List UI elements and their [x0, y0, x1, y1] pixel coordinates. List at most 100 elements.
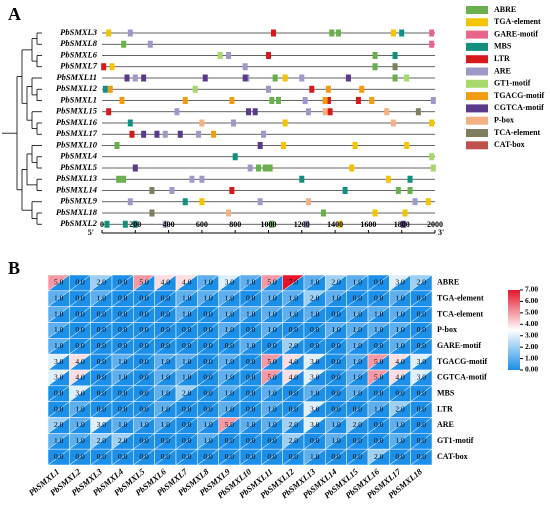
- cell: [133, 338, 156, 355]
- legend-swatch: [466, 55, 488, 64]
- motif-box: [257, 198, 263, 206]
- cell-label: 0.0: [203, 373, 213, 382]
- cell-label: 1.0: [75, 436, 85, 445]
- cell: [133, 274, 156, 292]
- cell-label: 0.0: [417, 293, 427, 302]
- cell: [346, 338, 369, 355]
- cell-label: 0.0: [331, 388, 341, 397]
- cell: [197, 353, 220, 371]
- motif-box: [327, 108, 333, 116]
- cell: [239, 433, 263, 450]
- cell: [303, 274, 327, 292]
- cell: [282, 433, 305, 450]
- cell-label: 0.0: [267, 341, 277, 350]
- motif-box: [162, 220, 168, 228]
- cell: [367, 322, 391, 339]
- cell-label: 0.0: [395, 452, 405, 461]
- cell: [239, 353, 263, 371]
- cell: [111, 274, 135, 292]
- cell-label: 4.0: [289, 373, 299, 382]
- cell-label: 1.0: [395, 341, 405, 350]
- motif-box: [247, 164, 253, 172]
- cell-label: 5.0: [54, 278, 64, 287]
- motif-box: [104, 220, 110, 228]
- cell: [69, 417, 92, 434]
- legend-swatch: [466, 67, 488, 76]
- motif-box: [226, 52, 232, 59]
- cell: [197, 448, 220, 466]
- cell-label: 0.0: [246, 357, 256, 366]
- cell: [367, 290, 391, 308]
- motif-box: [272, 74, 278, 82]
- motif-box: [196, 130, 202, 138]
- motif-box: [211, 130, 217, 138]
- cell: [367, 401, 391, 418]
- cell-label: 2.0: [331, 278, 341, 287]
- cell: [69, 338, 92, 355]
- cell-label: 1.0: [267, 404, 277, 413]
- x-tick-label: 1800: [394, 220, 410, 229]
- cell: [410, 338, 433, 355]
- cell-label: 1.0: [161, 404, 171, 413]
- cell: [282, 417, 305, 434]
- cell-label: 0.0: [289, 404, 299, 413]
- cell-label: 0.0: [139, 388, 149, 397]
- cell: [133, 353, 156, 371]
- cell: [303, 338, 327, 355]
- cell: [175, 306, 199, 323]
- motif-box: [252, 108, 258, 116]
- cell-label: 1.0: [225, 373, 235, 382]
- motif-box: [149, 209, 155, 217]
- cell: [175, 385, 199, 403]
- panel-letter: A: [8, 4, 21, 24]
- gene-label: PbSMXL15: [56, 106, 98, 116]
- cell: [90, 448, 113, 466]
- gene-label: PbSMXL17: [56, 128, 98, 138]
- cell-label: 5.0: [267, 278, 277, 287]
- cell: [303, 385, 327, 403]
- cell: [154, 338, 177, 355]
- legend-label: MBS: [494, 42, 512, 51]
- cell-label: 1.0: [395, 309, 405, 318]
- cell: [261, 274, 284, 292]
- cell-label: 1.0: [395, 420, 405, 429]
- motif-box: [392, 74, 398, 82]
- cell: [175, 290, 199, 308]
- cell-label: 0.0: [331, 357, 341, 366]
- legend-swatch: [466, 92, 488, 101]
- colorbar-label: 4.00: [525, 319, 538, 328]
- cell-label: 0.0: [417, 404, 427, 413]
- cell-label: 2.0: [289, 420, 299, 429]
- cell: [367, 274, 391, 292]
- cell: [133, 417, 156, 434]
- cell: [175, 369, 199, 387]
- cell-label: 0.0: [203, 388, 213, 397]
- cell: [282, 401, 305, 418]
- cell-label: 0.0: [246, 436, 256, 445]
- cell-label: 0.0: [75, 341, 85, 350]
- cell-label: 3.0: [310, 404, 320, 413]
- motif-box: [106, 29, 112, 37]
- cell-label: 1.0: [182, 293, 192, 302]
- cell-label: 1.0: [310, 388, 320, 397]
- cell: [367, 448, 391, 466]
- cell-label: 2.0: [353, 420, 363, 429]
- panel-letter: B: [8, 258, 20, 278]
- legend-swatch: [466, 79, 488, 88]
- cell-label: 0.0: [139, 293, 149, 302]
- motif-box: [404, 142, 410, 149]
- cell-label: 0.0: [374, 341, 384, 350]
- motif-box: [392, 63, 398, 71]
- cell-label: 0.0: [118, 309, 128, 318]
- cell: [90, 417, 113, 434]
- cell: [282, 274, 305, 292]
- cell-label: 4.0: [395, 357, 405, 366]
- cell: [410, 385, 433, 403]
- motif-box: [121, 40, 127, 48]
- cell: [410, 417, 433, 434]
- cell: [133, 401, 156, 418]
- cell-label: 3.0: [54, 373, 64, 382]
- cell: [218, 369, 241, 387]
- cell: [410, 306, 433, 323]
- motif-box: [232, 153, 238, 161]
